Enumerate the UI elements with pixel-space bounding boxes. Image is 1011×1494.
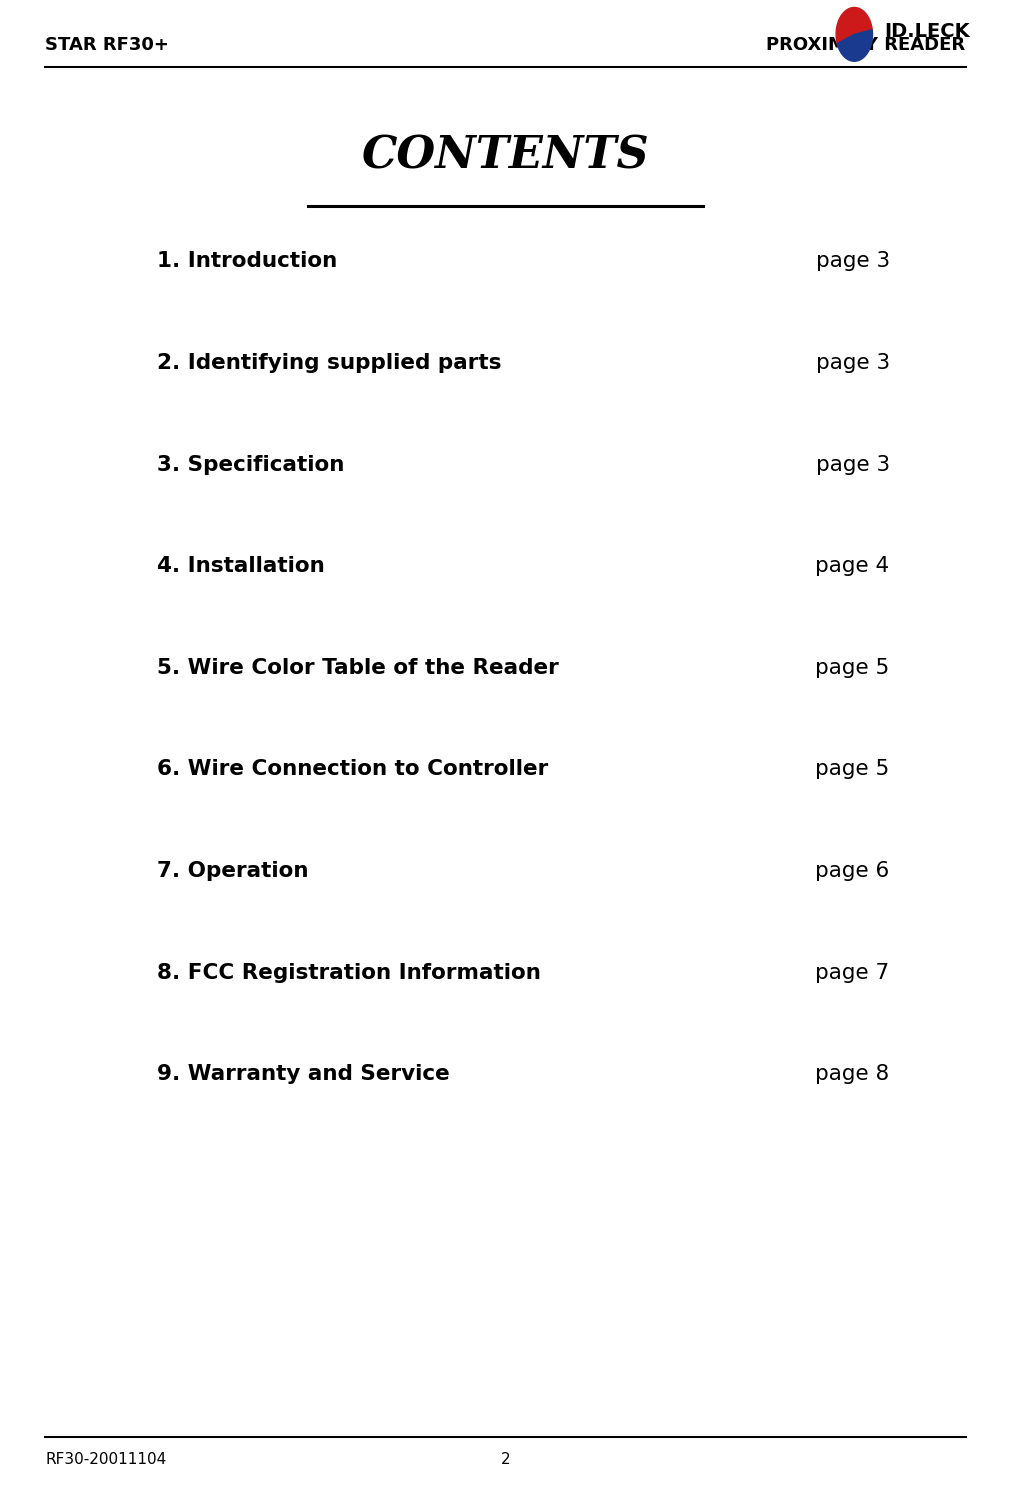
Text: page 5: page 5 — [816, 657, 890, 678]
Text: page 3: page 3 — [816, 251, 890, 272]
Text: 6. Wire Connection to Controller: 6. Wire Connection to Controller — [157, 759, 548, 780]
Text: 1. Introduction: 1. Introduction — [157, 251, 337, 272]
Text: RF30-20011104: RF30-20011104 — [45, 1452, 167, 1467]
Text: CONTENTS: CONTENTS — [362, 134, 649, 178]
Text: page 5: page 5 — [816, 759, 890, 780]
Text: page 4: page 4 — [816, 556, 890, 577]
Text: page 6: page 6 — [816, 861, 890, 881]
Text: 2: 2 — [500, 1452, 511, 1467]
Text: 9. Warranty and Service: 9. Warranty and Service — [157, 1064, 450, 1085]
Text: ID.LECK: ID.LECK — [885, 22, 971, 40]
Text: 4. Installation: 4. Installation — [157, 556, 325, 577]
Text: STAR RF30+: STAR RF30+ — [45, 36, 170, 54]
Text: page 8: page 8 — [816, 1064, 890, 1085]
Text: page 3: page 3 — [816, 353, 890, 374]
Text: 5. Wire Color Table of the Reader: 5. Wire Color Table of the Reader — [157, 657, 558, 678]
Text: 8. FCC Registration Information: 8. FCC Registration Information — [157, 962, 541, 983]
Text: 7. Operation: 7. Operation — [157, 861, 308, 881]
Text: IDTECK: IDTECK — [840, 45, 868, 54]
Text: 2. Identifying supplied parts: 2. Identifying supplied parts — [157, 353, 501, 374]
Text: PROXIMITY READER: PROXIMITY READER — [766, 36, 966, 54]
Text: 3. Specification: 3. Specification — [157, 454, 344, 475]
Text: page 7: page 7 — [816, 962, 890, 983]
Polygon shape — [837, 30, 872, 61]
Polygon shape — [836, 7, 872, 43]
Text: page 3: page 3 — [816, 454, 890, 475]
